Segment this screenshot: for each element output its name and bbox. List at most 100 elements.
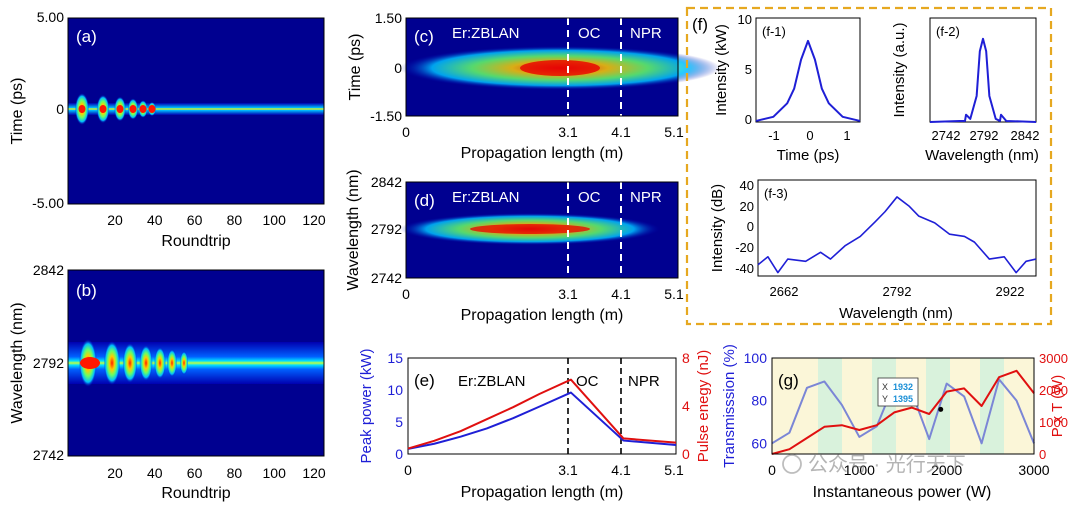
panel-c-region-npr: NPR (630, 25, 662, 42)
panel-f3-ylabel: Intensity (dB) (709, 184, 726, 272)
panel-f3-label: (f-3) (764, 186, 788, 201)
panel-g-xtick-2: 2000 (931, 462, 962, 478)
panel-g-datatip[interactable]: X 1932 Y 1395 (877, 377, 919, 407)
watermark-text: 公众号 · 光行天下 (808, 453, 966, 476)
panel-e-ylabel-right: Pulse enegy (nJ) (695, 350, 712, 463)
panel-f3-ytick-2: 0 (747, 219, 754, 234)
panel-d-xtick-2: 4.1 (611, 286, 631, 302)
panel-e-xtick-3: 5.1 (664, 462, 684, 478)
panel-f1-series (755, 39, 861, 122)
panel-a-frame (67, 17, 325, 205)
panel-g-datatip-x-value: 1932 (893, 382, 913, 392)
panel-f1-xtick-2: 1 (843, 128, 850, 143)
panel-f2-xtick-1: 2792 (970, 128, 999, 143)
panel-c-pulse-core (520, 60, 600, 76)
panel-e-region-npr: NPR (628, 373, 660, 390)
panel-f2: (f-2) 2742 2792 2842 Wavelength (nm) Int… (891, 17, 1040, 164)
panel-f3-ytick-4: -40 (735, 261, 754, 276)
panel-b-ytick-mid: 2792 (33, 355, 64, 371)
panel-e-ytick-right-2: 8 (682, 350, 690, 366)
panel-e-ytick-left-2: 10 (387, 382, 403, 398)
panel-e-line-left (407, 391, 677, 450)
panel-a-soliton-spots (75, 93, 156, 125)
panel-a-xtick-1: 40 (147, 212, 163, 228)
panel-e-xtick-1: 3.1 (558, 462, 578, 478)
panel-g-xtick-3: 3000 (1018, 462, 1049, 478)
panel-g-ytick-left-0: 60 (751, 435, 767, 451)
panel-c-xtick-0: 0 (402, 124, 410, 140)
panel-e-ytick-right-1: 4 (682, 398, 690, 414)
panel-e-ytick-left-1: 5 (395, 414, 403, 430)
panel-g-ylabel-right: P x T (W) (1049, 375, 1066, 438)
panel-f1-xtick-0: -1 (768, 128, 780, 143)
panel-g-ytick-right-2: 2000 (1039, 383, 1068, 398)
panel-g-datatip-x-label: X (882, 382, 888, 392)
panel-d-ytick-bottom: 2742 (371, 270, 402, 286)
panel-b-ylabel: Wavelength (nm) (9, 302, 26, 423)
panel-g-ytick-right-3: 3000 (1039, 351, 1068, 366)
panel-f3-ytick-1: 20 (740, 199, 754, 214)
panel-e-label: (e) (414, 371, 435, 390)
panel-e-region-erzblan: Er:ZBLAN (458, 373, 526, 390)
panel-a-xlabel: Roundtrip (161, 233, 230, 250)
panel-a-label: (a) (76, 27, 97, 46)
panel-f2-xlabel: Wavelength (nm) (925, 147, 1039, 164)
panel-b-ytick-top: 2842 (33, 262, 64, 278)
panel-f2-label: (f-2) (936, 24, 960, 39)
panel-f3-xtick-2: 2922 (996, 284, 1025, 299)
panel-e-yticks-left: 0 5 10 15 (387, 350, 403, 462)
panel-f2-ylabel: Intensity (a.u.) (891, 22, 908, 117)
panel-b-spot-halo (103, 341, 121, 385)
panel-c-ytick-top: 1.50 (375, 10, 402, 26)
panel-b-ytick-bottom: 2742 (33, 447, 64, 463)
panel-g-ytick-left-2: 100 (744, 350, 768, 366)
panel-d-ytick-mid: 2792 (371, 221, 402, 237)
panel-g-xtick-1: 1000 (844, 462, 875, 478)
panel-c: Er:ZBLAN OC NPR (c) 1.50 0 -1.50 0 3.1 4… (347, 10, 720, 162)
panel-b-spot-halo (139, 345, 153, 381)
panel-e-xlabel: Propagation length (m) (461, 484, 624, 501)
panel-f2-series (929, 37, 1037, 123)
panel-g-ytick-right-1: 1000 (1039, 415, 1068, 430)
panel-a-spot-core (99, 105, 107, 113)
panel-c-xtick-1: 3.1 (558, 124, 578, 140)
panel-g-datatip-marker[interactable] (938, 406, 944, 412)
panel-a-xtick-0: 20 (107, 212, 123, 228)
panel-d-label: (d) (414, 191, 435, 210)
panel-a-ytick-bottom: -5.00 (32, 195, 64, 211)
panel-g-ytick-right-0: 0 (1039, 447, 1046, 462)
panel-b-spot-halo (122, 343, 138, 383)
panel-f1-xlabel: Time (ps) (777, 147, 840, 164)
panel-f1-line (755, 39, 861, 122)
panel-f3-frame (757, 179, 1037, 277)
panel-g-datatip-y-value: 1395 (893, 394, 913, 404)
panel-a-xtick-5: 120 (302, 212, 326, 228)
panel-f3-xlabel: Wavelength (nm) (839, 305, 953, 322)
panel-d: Er:ZBLAN OC NPR (d) 2842 2792 2742 0 3.1… (345, 169, 684, 324)
panel-d-region-erzblan: Er:ZBLAN (452, 189, 520, 206)
panel-b-spot-halo (167, 349, 177, 377)
panel-e-frame (407, 357, 677, 455)
panel-g-band-1 (818, 358, 842, 454)
panel-e-xtick-0: 0 (404, 462, 412, 478)
panel-g-yticks-right: 0 1000 2000 3000 (1039, 351, 1068, 462)
panel-g-datatip-y-label: Y (882, 394, 888, 404)
panel-e-region-oc: OC (576, 373, 599, 390)
panel-b-spot-halo (179, 351, 189, 375)
panel-b-xtick-0: 20 (107, 465, 123, 481)
panel-f2-xtick-2: 2842 (1011, 128, 1040, 143)
panel-c-xlabel: Propagation length (m) (461, 145, 624, 162)
panel-a-spot-core (129, 105, 137, 113)
panel-f1-ytick-1: 5 (745, 62, 752, 77)
panel-d-xtick-1: 3.1 (558, 286, 578, 302)
panel-b-xticks: 20 40 60 80 100 120 (107, 465, 326, 481)
panel-g-yticks-left: 60 80 100 (744, 350, 768, 451)
panel-d-xlabel: Propagation length (m) (461, 307, 624, 324)
panel-e-yticks-right: 0 4 8 (682, 350, 690, 462)
panel-b-spot-halo (154, 347, 166, 379)
panel-f3: (f-3) 40 20 0 -20 -40 2662 2792 2922 Wav… (709, 178, 1037, 322)
panel-g-label: (g) (778, 371, 799, 390)
panel-g-ytick-left-1: 80 (751, 393, 767, 409)
panel-f1: (f-1) 0 5 10 -1 0 1 Time (ps) Intensity … (713, 12, 861, 164)
